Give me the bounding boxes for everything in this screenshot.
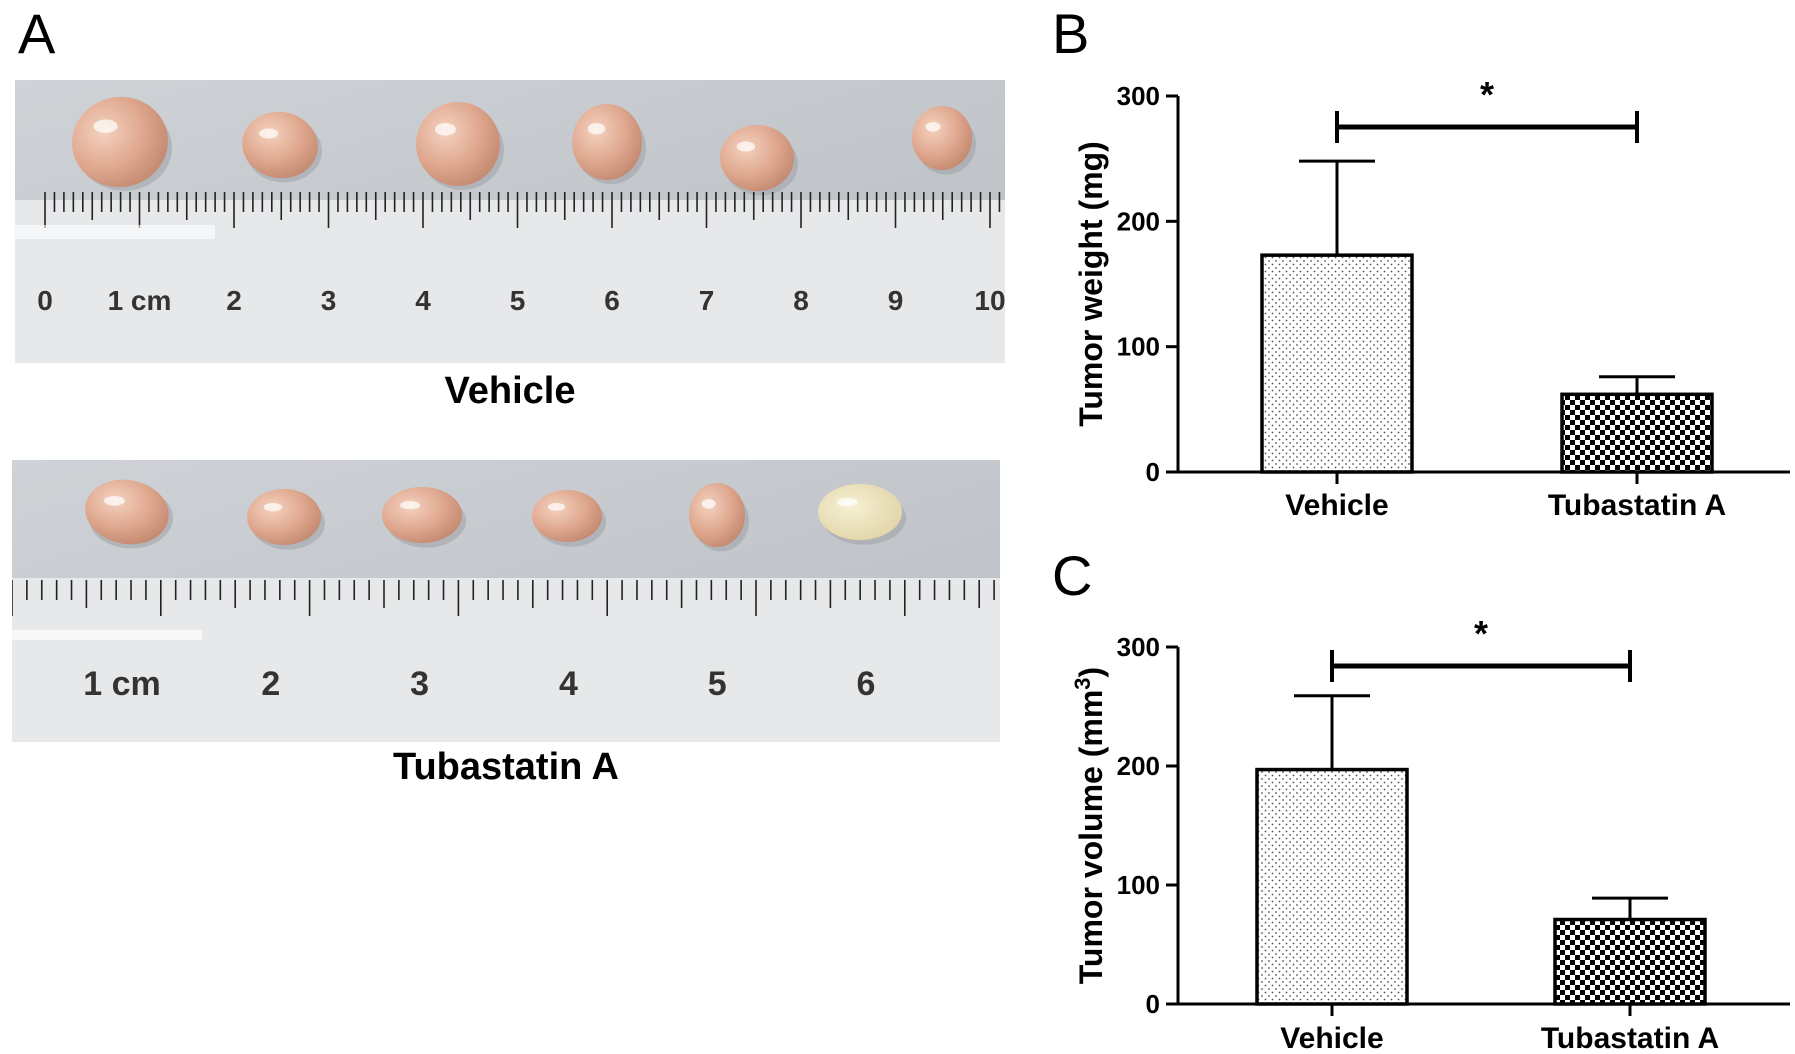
ruler-label: 0: [37, 285, 53, 316]
ruler-label: 4: [559, 665, 578, 703]
ruler-label: 7: [699, 285, 715, 316]
tubastatin-photo-caption: Tubastatin A: [393, 746, 619, 788]
y-axis-label: Tumor volume (mm3): [1070, 667, 1110, 984]
vehicle-ruler: 0 1 cm 2 3 4 5 6 7 8 9 10: [15, 192, 1005, 363]
ruler-label: 4: [415, 285, 431, 316]
tumor-5: [689, 483, 749, 552]
ruler-label: 6: [857, 665, 876, 703]
ruler-label: 5: [510, 285, 526, 316]
ruler-label: 1 cm: [83, 665, 161, 703]
vehicle-photo-drawing: 0 1 cm 2 3 4 5 6 7 8 9 10: [15, 80, 1005, 363]
y-tick-label: 100: [1117, 870, 1160, 900]
vehicle-tumor-group: [72, 96, 976, 196]
ruler-label: 5: [708, 665, 727, 703]
tumor-2: [242, 111, 322, 183]
ruler-label: 2: [261, 665, 280, 703]
tubastatin-tumor-group: [85, 479, 906, 552]
ruler-label: 1 cm: [108, 285, 172, 316]
ruler-label: 10: [974, 285, 1005, 316]
tumor-6: [912, 106, 976, 175]
tumor-4: [532, 490, 606, 547]
significance-star: *: [1474, 613, 1488, 654]
tumor-1: [72, 96, 172, 191]
tumor-3: [382, 487, 466, 548]
ruler-label: 9: [888, 285, 904, 316]
bar-2: [1560, 392, 1714, 474]
tumor-2: [247, 489, 325, 550]
tumor-1: [85, 479, 173, 549]
bar-1: [1260, 253, 1414, 474]
ruler-label: 6: [604, 285, 620, 316]
bar-1: [1255, 767, 1409, 1006]
y-tick-label: 0: [1146, 989, 1160, 1019]
category-label: Vehicle: [1280, 1022, 1383, 1054]
y-tick-label: 200: [1117, 751, 1160, 781]
tumor-5: [720, 125, 798, 196]
vehicle-photo-caption: Vehicle: [444, 370, 576, 412]
y-tick-label: 0: [1146, 457, 1160, 487]
y-axis-label: Tumor weight (mg): [1073, 141, 1109, 427]
bar-2: [1553, 917, 1707, 1006]
ruler-label: 8: [793, 285, 809, 316]
y-tick-label: 300: [1117, 632, 1160, 662]
ruler-label: 2: [226, 285, 242, 316]
ruler-label: 3: [321, 285, 337, 316]
panel-label-a: A: [18, 2, 56, 65]
vehicle-tumor-photo: 0 1 cm 2 3 4 5 6 7 8 9 10: [15, 80, 1005, 363]
panel-label-c: C: [1052, 544, 1093, 607]
tumor-weight-chart: 0 100 200 300 Tumor weight (mg) Vehicle Tubast…: [1073, 74, 1790, 522]
y-tick-label: 300: [1117, 81, 1160, 111]
tumor-4: [572, 104, 646, 185]
category-label: Tubastatin A: [1541, 1022, 1719, 1054]
tumor-6: [818, 484, 906, 545]
ruler-label: 3: [410, 665, 429, 703]
panel-label-b: B: [1052, 2, 1090, 65]
significance-star: *: [1480, 74, 1494, 115]
y-tick-label: 100: [1117, 332, 1160, 362]
category-label: Vehicle: [1285, 489, 1388, 522]
tumor-3: [416, 102, 504, 190]
y-tick-label: 200: [1117, 206, 1160, 236]
category-label: Tubastatin A: [1548, 489, 1726, 522]
ruler-body: [12, 578, 1000, 742]
